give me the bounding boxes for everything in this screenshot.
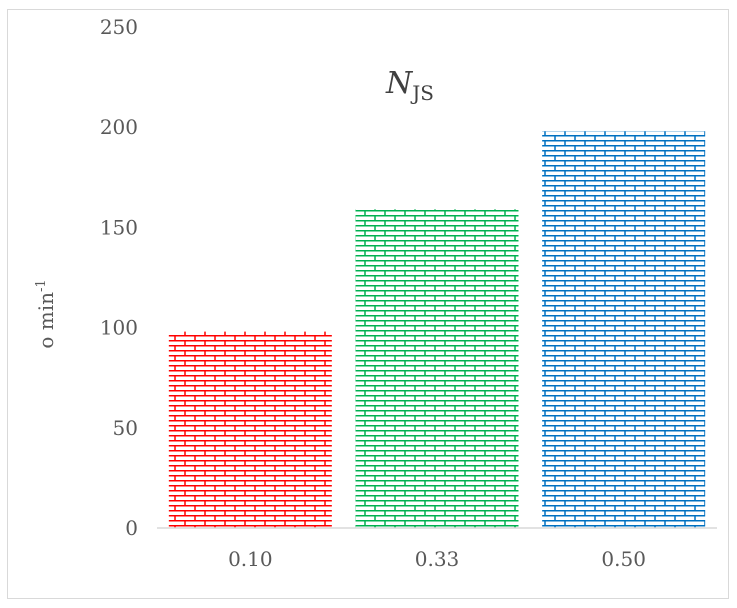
bars: [168, 131, 706, 528]
chart-title-main: N: [385, 66, 414, 101]
x-axis-ticks: 0.10 0.33 0.50: [228, 547, 646, 571]
y-axis-ticks: 0 50 100 150 200 250: [100, 15, 138, 540]
y-tick-label: 150: [100, 215, 138, 239]
chart-title: NJS: [385, 66, 434, 105]
y-tick-label: 250: [100, 15, 138, 39]
x-tick-label: 0.33: [415, 547, 460, 571]
chart-title-subscript: JS: [410, 81, 434, 105]
y-axis-label-superscript: -1: [34, 279, 49, 292]
y-axis-label: o min-1: [34, 279, 58, 348]
bar-0.50: [542, 131, 706, 528]
y-tick-label: 0: [125, 516, 138, 540]
y-tick-label: 200: [100, 115, 138, 139]
y-tick-label: 100: [100, 316, 138, 340]
x-tick-label: 0.10: [228, 547, 273, 571]
x-tick-label: 0.50: [601, 547, 646, 571]
y-tick-label: 50: [113, 416, 138, 440]
bar-0.33: [355, 209, 519, 528]
bar-0.10: [168, 331, 332, 528]
y-axis-label-main: o min: [34, 292, 58, 349]
